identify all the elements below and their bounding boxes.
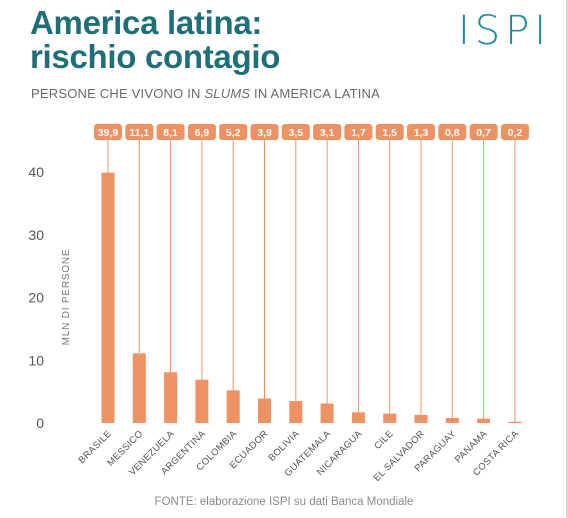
subtitle-italic: SLUMS: [204, 86, 251, 101]
chart-subtitle: PERSONE CHE VIVONO IN SLUMS IN AMERICA L…: [31, 86, 380, 101]
value-label-box: [344, 124, 373, 140]
bar: [351, 412, 365, 423]
value-label: 1,7: [351, 127, 366, 139]
bar: [320, 403, 334, 423]
chart-title: America latina: rischio contagio: [30, 6, 280, 74]
y-tick-label: 20: [28, 290, 44, 306]
value-label: 0,7: [476, 127, 491, 139]
bar: [164, 372, 178, 423]
value-label: 3,9: [257, 127, 272, 139]
y-tick-label: 40: [28, 164, 44, 180]
value-label-box: [94, 124, 122, 140]
value-label-box: [281, 124, 310, 140]
bar: [383, 413, 397, 423]
value-label-box: [469, 124, 498, 140]
value-label: 3,1: [320, 127, 335, 139]
page-edge: [566, 0, 568, 518]
y-tick-label: 30: [28, 227, 44, 243]
y-axis-label: MLN DI PERSONE: [61, 249, 72, 346]
value-label: 8,1: [163, 127, 178, 139]
value-label-box: [250, 124, 279, 140]
bar: [445, 417, 459, 423]
bar: [226, 390, 240, 423]
bar: [414, 414, 428, 423]
value-label-box: [156, 124, 185, 140]
value-label-box: [219, 124, 248, 140]
y-tick-label: 0: [36, 415, 44, 431]
bar: [195, 379, 209, 423]
value-label-box: [125, 124, 154, 140]
bar: [477, 418, 491, 423]
category-label: CILE: [372, 428, 396, 452]
value-label: 0,8: [445, 127, 460, 139]
title-line-2: rischio contagio: [30, 38, 281, 75]
value-label: 3,5: [288, 127, 303, 139]
bar: [101, 172, 115, 423]
value-label-box: [313, 124, 342, 140]
value-label-box: [438, 124, 467, 140]
ispi-logo: ISPI: [458, 8, 552, 54]
value-label-box: [375, 124, 404, 140]
subtitle-prefix: PERSONE CHE VIVONO IN: [31, 86, 205, 101]
title-line-1: America latina:: [30, 4, 263, 41]
value-label-box: [500, 124, 529, 140]
value-label: 1,5: [382, 127, 397, 139]
y-tick-label: 10: [28, 352, 44, 368]
value-label: 6,9: [195, 127, 210, 139]
value-label: 5,2: [226, 127, 241, 139]
value-label: 11,1: [129, 127, 149, 139]
bar: [132, 353, 146, 423]
value-label: 0,2: [508, 127, 523, 139]
bar: [258, 398, 271, 423]
bar: [508, 421, 522, 423]
value-label: 39,9: [98, 127, 119, 139]
value-label: 1,3: [414, 127, 429, 139]
subtitle-suffix: IN AMERICA LATINA: [250, 86, 381, 101]
value-label-box: [187, 124, 216, 140]
source-note: FONTE: elaborazione ISPI su dati Banca M…: [154, 496, 414, 508]
value-label-box: [407, 124, 435, 140]
bar: [289, 401, 303, 423]
